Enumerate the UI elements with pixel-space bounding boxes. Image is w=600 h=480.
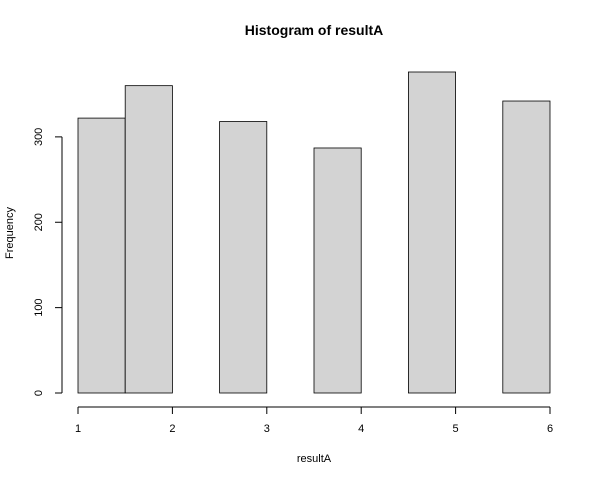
x-tick-label-3: 4 [358,423,364,435]
x-tick-label-0: 1 [75,423,81,435]
histogram-bar-7 [407,71,456,394]
y-tick-label-2: 200 [33,213,45,231]
bars-group [77,71,551,394]
y-axis-label: Frequency [4,207,16,259]
histogram-bar-9 [502,100,551,394]
histogram-bar-5 [313,147,362,394]
y-tick-label-1: 100 [33,298,45,316]
histogram-bar-1 [124,85,173,394]
histogram-bar-3 [219,121,268,394]
x-tick-label-2: 3 [264,423,270,435]
x-axis-label: resultA [297,453,332,465]
histogram-bar-0 [77,117,126,394]
y-axis: 0 100 200 300 [33,128,63,396]
x-tick-label-1: 2 [169,423,175,435]
y-tick-label-3: 300 [33,128,45,146]
chart-title: Histogram of resultA [245,22,383,38]
x-axis: 1 2 3 4 5 6 [75,406,553,435]
x-tick-label-4: 5 [453,423,459,435]
y-tick-label-0: 0 [33,390,45,396]
x-tick-label-5: 6 [547,423,553,435]
